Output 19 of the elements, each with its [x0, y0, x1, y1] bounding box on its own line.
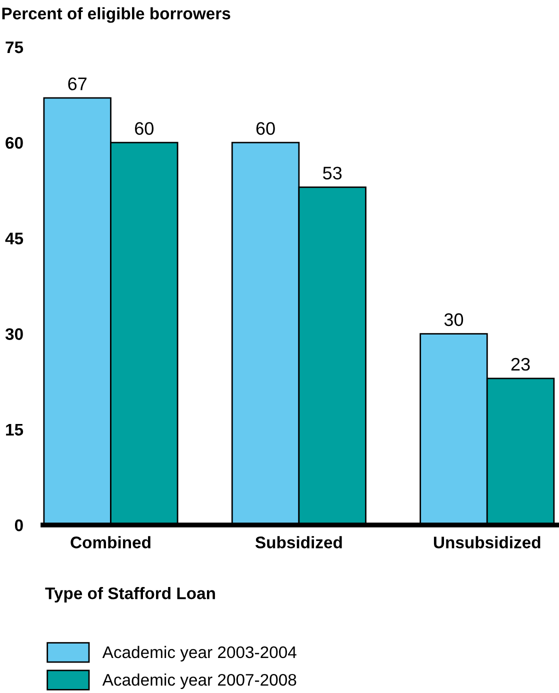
y-tick-label: 45 — [5, 232, 24, 244]
data-label: 60 — [256, 122, 275, 135]
y-tick-label: 60 — [6, 137, 23, 149]
legend-label: Academic year 2007-2008 — [102, 674, 296, 690]
y-tick-label: 30 — [5, 328, 23, 340]
data-label: 30 — [444, 313, 464, 326]
data-label: 67 — [68, 77, 86, 90]
y-axis-title: Percent of eligible borrowers — [2, 7, 230, 23]
data-label: 53 — [323, 166, 342, 180]
data-label: 23 — [511, 358, 530, 371]
x-tick-label: Unsubsidized — [434, 536, 540, 548]
data-label: 60 — [135, 122, 154, 135]
y-tick-label: 75 — [6, 42, 24, 54]
x-tick-label: Subsidized — [255, 536, 342, 548]
x-tick-label: Combined — [70, 536, 150, 548]
legend-label: Academic year 2003-2004 — [102, 646, 296, 662]
y-tick-label: 15 — [6, 424, 24, 436]
y-tick-label: 0 — [14, 519, 23, 532]
x-axis-title: Type of Stafford Loan — [45, 587, 215, 603]
